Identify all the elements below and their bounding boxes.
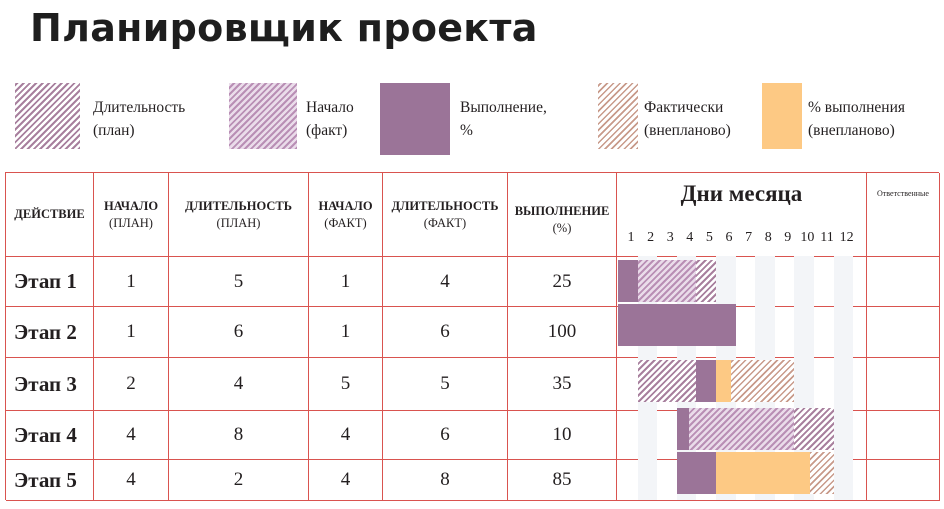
day-tick: 1 [627, 230, 635, 245]
day-tick: 12 [839, 230, 854, 245]
legend-label: Выполнение, % [460, 99, 547, 139]
header-dur-fact-label: ДЛИТЕЛЬНОСТЬ [391, 198, 499, 213]
gantt-row [617, 257, 867, 307]
header-dur-plan-label: ДЛИТЕЛЬНОСТЬ [185, 198, 292, 213]
day-tick: 3 [666, 230, 674, 245]
legend-swatch [598, 83, 638, 149]
header-dur-fact: ДЛИТЕЛЬНОСТЬ (ФАКТ) [383, 173, 508, 257]
day-tick: 8 [764, 230, 772, 245]
cell-dur-fact: 8 [383, 460, 508, 501]
day-tick: 7 [745, 230, 753, 245]
cell-start-plan: 1 [94, 257, 169, 307]
cell-name: Этап 3 [6, 358, 94, 411]
header-responsible: Ответственные [867, 173, 940, 257]
cell-responsible [867, 307, 940, 358]
gantt-chart [618, 256, 864, 500]
header-done-label: ВЫПОЛНЕНИЕ [514, 203, 610, 218]
planner-table: ДЕЙСТВИЕ НАЧАЛО (ПЛАН) ДЛИТЕЛЬНОСТЬ (ПЛА… [5, 172, 940, 501]
header-start-plan-sub: (ПЛАН) [109, 215, 153, 230]
cell-responsible [867, 257, 940, 307]
gantt-bar-done [618, 304, 736, 346]
gantt-row [617, 460, 867, 501]
day-tick: 10 [800, 230, 815, 245]
cell-start-fact: 1 [309, 307, 383, 358]
cell-done: 100 [508, 307, 617, 358]
day-tick: 4 [686, 230, 694, 245]
legend-label: Длительность (план) [93, 99, 186, 139]
cell-done: 85 [508, 460, 617, 501]
cell-dur-plan: 4 [169, 358, 309, 411]
legend-label: % выполнения (внепланово) [808, 99, 905, 139]
day-tick: 5 [705, 230, 713, 245]
cell-start-plan: 2 [94, 358, 169, 411]
day-tick: 11 [820, 230, 834, 245]
cell-dur-plan: 2 [169, 460, 309, 501]
day-tick: 6 [725, 230, 733, 245]
day-tick: 2 [647, 230, 655, 245]
legend-label: Фактически (внепланово) [644, 99, 731, 139]
cell-start-plan: 4 [94, 460, 169, 501]
gantt-row [617, 307, 867, 358]
cell-done: 10 [508, 411, 617, 460]
cell-dur-fact: 4 [383, 257, 508, 307]
header-dur-plan: ДЛИТЕЛЬНОСТЬ (ПЛАН) [169, 173, 309, 257]
day-stripe [833, 256, 854, 500]
cell-name: Этап 1 [6, 257, 94, 307]
cell-start-plan: 1 [94, 307, 169, 358]
cell-dur-plan: 6 [169, 307, 309, 358]
cell-name: Этап 4 [6, 411, 94, 460]
legend-swatch [762, 83, 802, 149]
header-done: ВЫПОЛНЕНИЕ (%) [508, 173, 617, 257]
header-responsible-label: Ответственные [877, 189, 929, 198]
cell-dur-fact: 6 [383, 307, 508, 358]
header-start-plan-label: НАЧАЛО [103, 198, 159, 213]
page-title: Планировщик проекта [30, 6, 538, 50]
legend-swatch [15, 83, 80, 149]
header-start-fact-sub: (ФАКТ) [324, 215, 367, 230]
header-days: Дни месяца 1 2 3 4 5 6 7 8 9 10 11 12 [617, 173, 867, 257]
gantt-bar-done [676, 452, 716, 494]
cell-responsible [867, 358, 940, 411]
header-start-fact: НАЧАЛО (ФАКТ) [309, 173, 383, 257]
header-action-label: ДЕЙСТВИЕ [14, 207, 85, 221]
cell-start-fact: 1 [309, 257, 383, 307]
gantt-bar-done [676, 408, 689, 450]
cell-start-fact: 4 [309, 411, 383, 460]
header-action: ДЕЙСТВИЕ [6, 173, 94, 257]
days-title: Дни месяца [680, 181, 803, 206]
cell-dur-fact: 6 [383, 411, 508, 460]
cell-start-fact: 5 [309, 358, 383, 411]
gantt-bar-fact [676, 408, 795, 450]
cell-dur-plan: 8 [169, 411, 309, 460]
legend-swatch [380, 83, 450, 155]
gantt-bar-done-unplanned [716, 452, 811, 494]
cell-responsible [867, 411, 940, 460]
day-tick: 9 [784, 230, 792, 245]
header-start-fact-label: НАЧАЛО [318, 198, 373, 213]
gantt-bar-done [618, 260, 638, 302]
cell-responsible [867, 460, 940, 501]
cell-name: Этап 5 [6, 460, 94, 501]
header-dur-fact-sub: (ФАКТ) [423, 215, 467, 230]
header-dur-plan-sub: (ПЛАН) [216, 215, 261, 230]
legend-label: Начало (факт) [306, 99, 354, 139]
gantt-bar-done [696, 360, 716, 402]
cell-dur-fact: 5 [383, 358, 508, 411]
header-start-plan: НАЧАЛО (ПЛАН) [94, 173, 169, 257]
cell-name: Этап 2 [6, 307, 94, 358]
cell-done: 25 [508, 257, 617, 307]
cell-start-plan: 4 [94, 411, 169, 460]
legend-swatch [229, 83, 297, 149]
gantt-bar-done-unplanned [716, 360, 731, 402]
cell-dur-plan: 5 [169, 257, 309, 307]
header-done-sub: (%) [552, 220, 572, 235]
cell-start-fact: 4 [309, 460, 383, 501]
cell-done: 35 [508, 358, 617, 411]
